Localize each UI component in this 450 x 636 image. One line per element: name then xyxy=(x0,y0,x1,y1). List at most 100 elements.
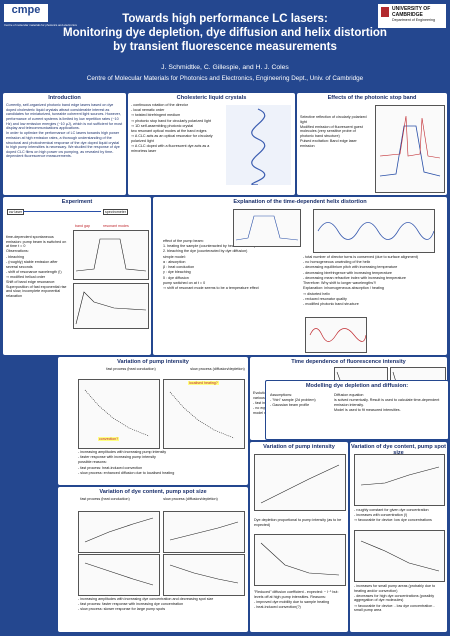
text-line: β : heat conduction xyxy=(163,265,195,270)
text-line: - local nematic order xyxy=(131,108,165,113)
text-line: - bleaching xyxy=(6,254,25,259)
panel-title: Variation of dye content, pump spot size xyxy=(350,443,447,456)
text-line: is solved numerically. Result is used to… xyxy=(334,398,440,407)
text-line: ⇒ shift of resonant mode seems to be a t… xyxy=(163,285,259,290)
logo-text: cmpe xyxy=(11,4,41,16)
text-line: ⇒ A CLC acts as an optical resonator for… xyxy=(131,134,213,143)
text-line: - continuous rotation of the director xyxy=(131,103,188,107)
text-line: Assumptions: xyxy=(270,393,293,397)
fit-plot xyxy=(254,454,346,511)
text-line: ⇒ distorted helix xyxy=(303,291,330,296)
text-line: Observations: xyxy=(6,249,29,254)
logo-subtitle: Department of Engineering xyxy=(392,18,435,22)
text-line: - Gaussian beam profile xyxy=(270,403,310,408)
diagram-label: cw laser xyxy=(7,209,25,215)
panel-title: Time dependence of fluorescence intensit… xyxy=(291,358,406,365)
text-line: effect of the pump beam: xyxy=(163,239,204,243)
panel-title: Effects of the photonic stop band xyxy=(327,94,417,101)
diagram-label: resonant modes xyxy=(103,224,129,228)
panel: Variation of pump intensity fast process… xyxy=(58,357,248,485)
text-line: - decreasing birefringence with increasi… xyxy=(303,270,392,275)
title-line: by transient fluorescence measurements xyxy=(113,41,337,53)
text-line: - fast process: faster response with inc… xyxy=(78,602,184,607)
text-line: slow process (diffusion/depletion) xyxy=(163,497,218,501)
text-line: ⇒ modified helical order xyxy=(6,274,46,279)
text-line: - increases with concentration (!) xyxy=(354,513,408,518)
fit-plot xyxy=(78,511,160,553)
logo-right: UNIVERSITY OF CAMBRIDGE Department of En… xyxy=(378,4,446,28)
text-line: ⇒ 1D self-assembling photonic crystal xyxy=(131,123,194,128)
poster-title: Towards high performance LC lasers: Monit… xyxy=(50,12,400,54)
text-line: α : absorption xyxy=(163,259,186,264)
text-line: - increasing amplitudes with increasing … xyxy=(78,597,214,601)
text-line: - reduced resonator quality xyxy=(303,296,347,301)
text-line: - slow process: slower response for larg… xyxy=(78,607,166,612)
time-plot xyxy=(73,283,149,329)
text-line: δ : dye diffusion xyxy=(163,275,189,280)
text-line: - increases for small pump areas (probab… xyxy=(354,584,436,593)
fit-plot xyxy=(163,379,245,449)
spectrum-plot xyxy=(233,209,301,247)
text-line: - decreasing equilibrium pitch with incr… xyxy=(303,265,398,270)
panel-title: Variation of dye content, pump spot size xyxy=(99,488,207,495)
text-line: Dye depletion proportional to pump inten… xyxy=(254,518,342,527)
text-line: 2. bleaching the dye (counteracted by dy… xyxy=(163,249,248,254)
text-line: ⇒ favourable for device: - low dye conce… xyxy=(354,603,435,613)
panel: Variation of pump intensity Dye depletio… xyxy=(250,442,348,632)
text-line: "Reduced" diffusion coefficient - expect… xyxy=(254,590,339,599)
diagram-label: spectrometer xyxy=(103,209,128,215)
text-line: Diffusion equation xyxy=(334,393,364,397)
fit-plot xyxy=(354,454,445,506)
text-line: - modified photonic band structure xyxy=(303,301,359,306)
helix-plot xyxy=(313,209,435,253)
spectrum-plot xyxy=(73,230,149,280)
fit-plot xyxy=(163,511,245,553)
text-line: Pulsed excitation: Band edge laser emiss… xyxy=(300,139,357,148)
panel: Cholesteric liquid crystals - continuous… xyxy=(128,93,295,195)
text-line: - fast process: heat-induced convection xyxy=(78,465,143,470)
text-line: simple model: xyxy=(163,254,186,259)
fit-plot xyxy=(354,530,445,582)
text-line: ⇒ A CLC doped with a fluorescent dye act… xyxy=(131,144,210,153)
helix-illustration xyxy=(226,105,291,185)
panel-title: Variation of pump intensity xyxy=(263,443,335,450)
text-line: Shift of band edge resonance: Superposit… xyxy=(6,280,67,299)
text-line: Selective reflection of circularly polar… xyxy=(300,115,367,124)
text-line: ⇒ photonic stop band for circularly pola… xyxy=(131,118,211,123)
panel-title: Introduction xyxy=(48,94,81,101)
crest xyxy=(381,7,389,17)
panel-title: Experiment xyxy=(61,198,93,205)
text-line: Model is used to fit measured intensitie… xyxy=(334,408,401,413)
text-line: - heat-induced convection(?) xyxy=(254,605,301,610)
text-line: - shift of resonance wavelength (!) xyxy=(6,269,62,274)
text-line: - no homogeneous unwinding of the helix xyxy=(303,260,371,265)
text-line: - faster response with increasing pump i… xyxy=(78,455,156,460)
text-line: ⇒ twisted birefringent medium xyxy=(131,113,181,118)
text-line: slow process (diffusion/depletion) xyxy=(190,367,245,371)
panel-title: Cholesteric liquid crystals xyxy=(176,94,247,101)
text-line: - "thin" sample (2d problem) xyxy=(270,398,316,403)
logo-left: cmpe xyxy=(4,4,48,22)
text-line: γ : dye bleaching xyxy=(163,270,191,275)
spectrum-plot xyxy=(375,105,445,193)
text-line: fast process (heat conduction) xyxy=(106,367,156,371)
text-line: time-dependent spontaneous emission: pum… xyxy=(6,235,67,249)
panel: Variation of dye content, pump spot size… xyxy=(350,442,447,632)
text-line: - total number of director turns is cons… xyxy=(303,255,418,259)
panel: Effects of the photonic stop band Select… xyxy=(297,93,447,195)
authors: J. Schmidtke, C. Gillespie, and H. J. Co… xyxy=(161,64,289,71)
text-line: - roughly constant for given dye concent… xyxy=(354,508,429,512)
text-line: Modified emission of fluorescent guest m… xyxy=(300,124,363,139)
text-line: Currently, self-organized photonic band … xyxy=(6,103,123,131)
fit-plot xyxy=(163,554,245,596)
text-line: - slow process: enhanced diffusion due t… xyxy=(78,470,175,475)
panel: Variation of dye content, pump spot size… xyxy=(58,487,248,632)
affiliation: Centre of Molecular Materials for Photon… xyxy=(86,75,364,82)
text-line: possible reasons: xyxy=(78,460,107,465)
fit-plot xyxy=(254,534,346,586)
text-line: two resonant optical modes at the band e… xyxy=(131,129,207,134)
panel-title: Modelling dye depletion and diffusion: xyxy=(305,382,409,389)
annotation: convection? xyxy=(98,437,120,441)
text-line: - decreasing mean refractive index with … xyxy=(303,275,406,280)
